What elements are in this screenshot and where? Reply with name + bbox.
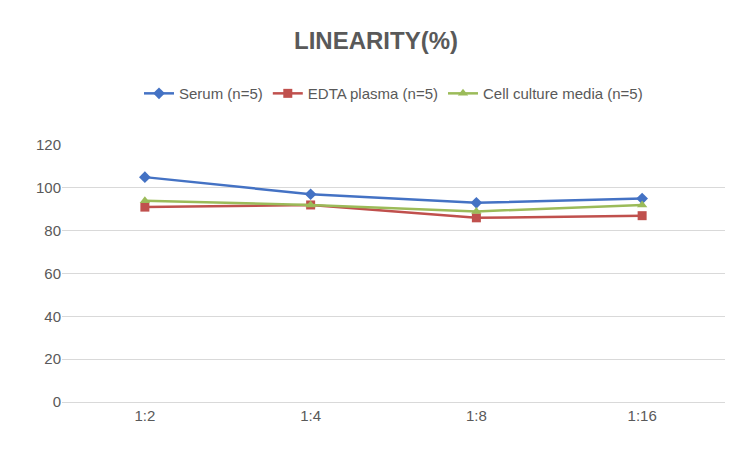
svg-text:40: 40 [44,308,61,325]
svg-text:80: 80 [44,222,61,239]
svg-text:1:8: 1:8 [466,407,487,424]
svg-text:LINEARITY(%): LINEARITY(%) [294,27,458,54]
svg-text:Cell culture media (n=5): Cell culture media (n=5) [483,85,643,102]
svg-text:1:16: 1:16 [628,407,657,424]
svg-text:EDTA plasma (n=5): EDTA plasma (n=5) [308,85,438,102]
svg-text:0: 0 [53,393,61,410]
svg-text:60: 60 [44,265,61,282]
svg-text:Serum (n=5): Serum (n=5) [179,85,263,102]
svg-text:20: 20 [44,350,61,367]
svg-text:100: 100 [36,179,61,196]
svg-text:1:2: 1:2 [134,407,155,424]
svg-text:120: 120 [36,136,61,153]
svg-text:1:4: 1:4 [300,407,321,424]
